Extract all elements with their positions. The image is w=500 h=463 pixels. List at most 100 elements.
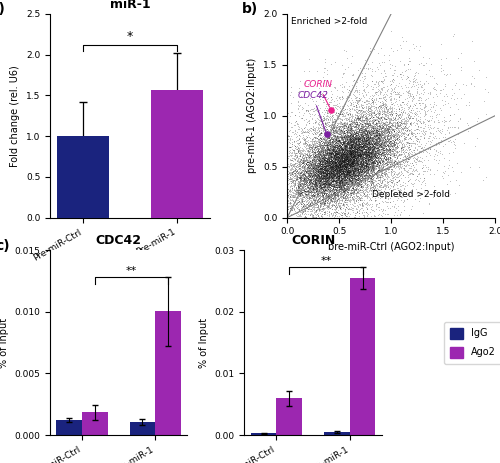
Point <box>286 175 294 182</box>
Point <box>322 148 330 156</box>
Point <box>322 138 330 145</box>
Point <box>360 132 368 139</box>
Point <box>378 78 386 86</box>
Point <box>330 156 338 163</box>
Point <box>314 152 322 159</box>
Point <box>315 157 323 164</box>
Point <box>318 183 326 191</box>
Point <box>308 125 316 133</box>
Point <box>386 104 394 111</box>
Point <box>357 180 365 188</box>
Point <box>316 164 324 172</box>
Point <box>342 160 350 168</box>
Point <box>400 187 407 194</box>
Point <box>322 140 330 148</box>
Point <box>335 157 343 165</box>
Point <box>319 163 327 171</box>
Point <box>350 163 358 170</box>
Point <box>346 145 354 153</box>
Point <box>339 163 347 171</box>
Point <box>337 150 345 157</box>
Point <box>320 167 328 175</box>
Point <box>376 180 384 188</box>
Point <box>342 131 350 138</box>
Point <box>363 132 371 140</box>
Point <box>358 163 366 170</box>
Point <box>320 135 328 143</box>
Point <box>334 146 342 153</box>
Point <box>324 178 332 185</box>
Point <box>342 168 349 175</box>
Point <box>315 168 323 175</box>
Point <box>379 145 387 153</box>
Point <box>351 169 359 176</box>
Point <box>346 156 354 164</box>
Point <box>396 137 404 144</box>
Point <box>365 146 373 154</box>
Point <box>376 139 384 147</box>
Point <box>350 171 358 178</box>
Point <box>368 179 376 186</box>
Point <box>351 168 359 175</box>
Point <box>350 148 358 156</box>
Point <box>378 109 386 116</box>
Point <box>352 143 360 150</box>
Point <box>382 165 390 172</box>
Point <box>348 160 356 168</box>
Point <box>348 130 356 137</box>
Point <box>340 189 348 197</box>
Point <box>348 207 356 214</box>
Point <box>358 114 366 121</box>
Point <box>312 171 320 179</box>
Point <box>336 188 344 195</box>
Point <box>319 176 327 183</box>
Point <box>370 163 378 171</box>
Point <box>355 174 363 181</box>
Point <box>336 124 344 131</box>
Point <box>310 201 318 208</box>
Point <box>335 146 343 154</box>
Point <box>325 149 333 156</box>
Point <box>327 94 335 101</box>
Point <box>352 176 360 183</box>
Point <box>374 136 382 143</box>
Point <box>302 160 310 168</box>
Point <box>342 152 350 160</box>
Point <box>295 183 303 190</box>
Point <box>326 174 334 181</box>
Point <box>375 131 383 138</box>
Point <box>401 135 409 142</box>
Point <box>314 164 322 172</box>
Point <box>474 118 482 125</box>
Point <box>353 160 361 167</box>
Point <box>338 133 346 141</box>
Point <box>341 151 349 159</box>
Point <box>358 150 366 158</box>
Point <box>340 188 347 196</box>
Point <box>369 162 377 169</box>
Point <box>372 186 380 194</box>
Point <box>334 115 342 123</box>
Point <box>327 169 335 177</box>
Point <box>380 136 388 144</box>
Point <box>322 175 330 182</box>
Point <box>365 146 373 153</box>
Point <box>334 150 342 157</box>
Point <box>362 200 370 207</box>
Point <box>346 143 354 150</box>
Point <box>312 207 320 214</box>
Point <box>380 145 388 152</box>
Point <box>335 178 343 185</box>
Point <box>372 129 380 136</box>
Point <box>328 169 336 176</box>
Point <box>342 157 350 164</box>
Point <box>338 181 346 189</box>
Point <box>377 133 385 140</box>
Point <box>354 148 362 156</box>
Point <box>350 147 358 155</box>
Point <box>336 187 344 194</box>
Point <box>378 147 386 155</box>
Point <box>346 158 354 165</box>
Point <box>337 160 345 167</box>
Point <box>358 136 366 144</box>
